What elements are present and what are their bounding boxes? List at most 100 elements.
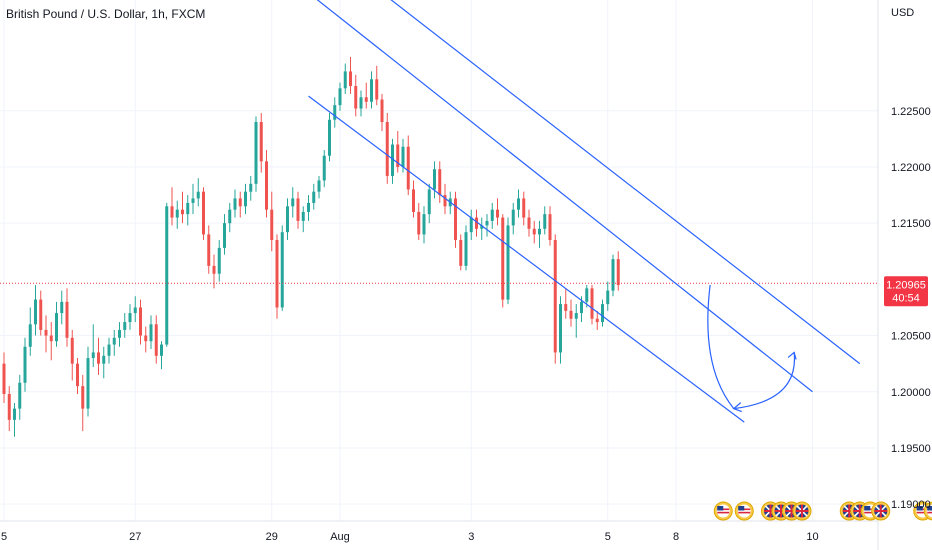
candle[interactable]: [65, 288, 69, 347]
candle[interactable]: [196, 178, 200, 207]
candle[interactable]: [34, 284, 37, 336]
candle[interactable]: [112, 329, 116, 356]
candle[interactable]: [181, 191, 184, 224]
channel-line-upper[interactable]: [382, 0, 861, 365]
candle[interactable]: [364, 82, 368, 109]
us-flag-icon[interactable]: [734, 501, 754, 521]
candle[interactable]: [70, 329, 74, 381]
candle[interactable]: [333, 97, 337, 128]
candle[interactable]: [595, 310, 599, 330]
candle[interactable]: [296, 191, 300, 229]
candle[interactable]: [475, 209, 478, 237]
candle[interactable]: [286, 198, 289, 241]
gb-flag-icon[interactable]: [792, 501, 812, 521]
candle[interactable]: [291, 187, 295, 218]
candle[interactable]: [170, 187, 174, 226]
candle[interactable]: [154, 315, 158, 364]
descending-channel[interactable]: [308, 0, 861, 423]
candle[interactable]: [380, 93, 384, 132]
candle[interactable]: [574, 304, 578, 338]
candle[interactable]: [212, 254, 216, 289]
candle[interactable]: [559, 296, 562, 364]
candle[interactable]: [23, 337, 27, 392]
candle[interactable]: [49, 322, 53, 361]
candle[interactable]: [391, 138, 394, 184]
candle[interactable]: [427, 183, 431, 224]
candle[interactable]: [280, 225, 284, 311]
candle[interactable]: [270, 191, 274, 252]
candle[interactable]: [511, 202, 515, 235]
candle[interactable]: [60, 290, 64, 325]
candle[interactable]: [349, 56, 352, 94]
us-flag-icon[interactable]: [923, 501, 932, 521]
candle[interactable]: [44, 315, 48, 353]
candle[interactable]: [543, 206, 547, 235]
channel-line-lower[interactable]: [308, 95, 745, 423]
candle[interactable]: [128, 304, 132, 330]
candle[interactable]: [611, 254, 615, 297]
candle[interactable]: [343, 63, 347, 94]
candle[interactable]: [244, 183, 247, 215]
candle[interactable]: [385, 113, 389, 184]
candle[interactable]: [123, 313, 127, 338]
candle[interactable]: [354, 74, 358, 117]
candle[interactable]: [223, 214, 226, 255]
candle[interactable]: [149, 315, 153, 350]
candle[interactable]: [548, 206, 552, 246]
candle[interactable]: [496, 198, 499, 226]
candle[interactable]: [102, 346, 106, 379]
candle[interactable]: [107, 337, 111, 364]
candle[interactable]: [338, 82, 342, 111]
candle[interactable]: [328, 113, 331, 162]
candle[interactable]: [412, 180, 415, 218]
candle[interactable]: [422, 206, 426, 244]
candle[interactable]: [506, 217, 510, 305]
time-axis[interactable]: 52729Aug358101215: [1, 531, 932, 543]
candle[interactable]: [91, 324, 95, 368]
candle[interactable]: [317, 175, 321, 199]
candle[interactable]: [370, 71, 373, 109]
candle[interactable]: [55, 301, 58, 347]
candle[interactable]: [417, 202, 421, 241]
candle[interactable]: [118, 322, 121, 347]
candle[interactable]: [564, 288, 568, 319]
gb-flag-icon[interactable]: [871, 501, 891, 521]
candle[interactable]: [606, 281, 610, 311]
candle[interactable]: [312, 183, 316, 210]
price-axis[interactable]: 1.22500 1.22000 1.21500 1.20500 1.20000 1.195…: [891, 106, 931, 511]
candle[interactable]: [186, 195, 190, 226]
candle[interactable]: [28, 307, 32, 356]
candle[interactable]: [165, 202, 169, 347]
candle[interactable]: [522, 191, 526, 226]
candle[interactable]: [480, 217, 484, 241]
candle[interactable]: [13, 402, 16, 437]
candle[interactable]: [259, 113, 263, 173]
candle[interactable]: [438, 161, 442, 203]
channel-line-middle[interactable]: [309, 0, 813, 393]
candle[interactable]: [207, 225, 211, 274]
candle[interactable]: [191, 183, 195, 215]
candle[interactable]: [569, 299, 573, 327]
candle[interactable]: [469, 209, 473, 241]
candle[interactable]: [18, 374, 22, 420]
projection-arrow[interactable]: [707, 284, 797, 413]
candle[interactable]: [144, 326, 148, 353]
candle[interactable]: [139, 299, 142, 345]
candle[interactable]: [406, 135, 410, 196]
economic-events[interactable]: [713, 480, 932, 521]
us-flag-icon[interactable]: [713, 501, 733, 521]
candle[interactable]: [538, 220, 541, 248]
candle[interactable]: [254, 116, 258, 192]
candle[interactable]: [249, 175, 253, 201]
candle[interactable]: [517, 189, 520, 218]
candle[interactable]: [601, 299, 604, 327]
candle[interactable]: [81, 374, 85, 432]
candle[interactable]: [2, 352, 6, 403]
candle[interactable]: [175, 200, 179, 229]
candle[interactable]: [275, 234, 279, 319]
candle[interactable]: [301, 206, 305, 233]
candle[interactable]: [228, 202, 232, 233]
candle[interactable]: [464, 225, 468, 271]
candle[interactable]: [133, 296, 137, 323]
